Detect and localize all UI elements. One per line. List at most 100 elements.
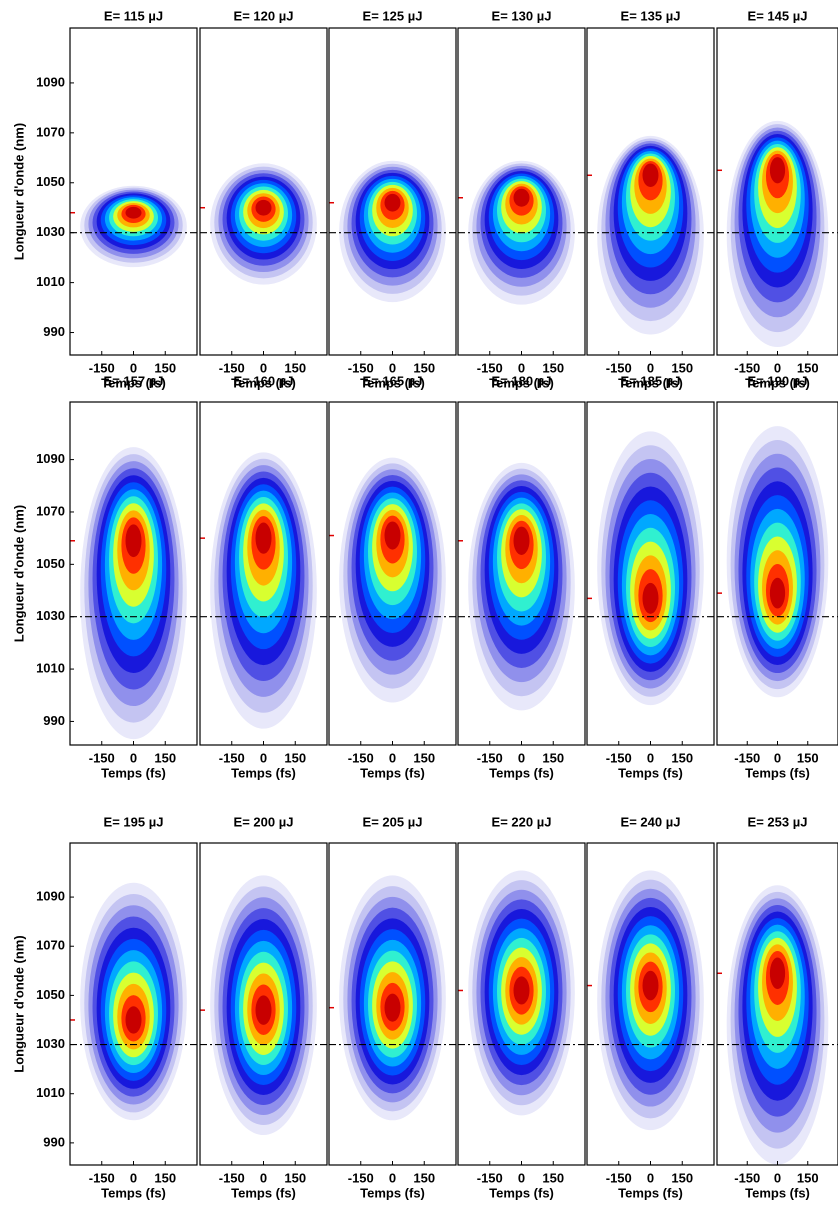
y-tick-label: 1090 xyxy=(36,451,65,466)
y-tick-label: 1050 xyxy=(36,987,65,1002)
x-axis-label: Temps (fs) xyxy=(231,375,296,390)
intensity-level xyxy=(384,993,401,1022)
x-tick-label: 150 xyxy=(154,750,176,765)
x-tick-label: -150 xyxy=(477,360,503,375)
x-tick-label: 150 xyxy=(542,1170,564,1185)
panel-title: E= 240 µJ xyxy=(621,814,681,829)
intensity-level xyxy=(125,524,142,558)
heatmap xyxy=(726,120,829,348)
panel-title: E= 190 µJ xyxy=(748,373,808,388)
intensity-level xyxy=(769,157,786,184)
y-tick-label: 1090 xyxy=(36,889,65,904)
panel-title: E= 125 µJ xyxy=(363,8,423,23)
y-axis-label: Longueur d'onde (nm) xyxy=(11,123,26,260)
x-tick-label: -150 xyxy=(348,360,374,375)
panel-title: E= 220 µJ xyxy=(492,814,552,829)
x-axis-label: Temps (fs) xyxy=(745,765,810,780)
x-tick-label: -150 xyxy=(734,750,760,765)
x-tick-label: -150 xyxy=(477,750,503,765)
panel-title: E= 130 µJ xyxy=(492,8,552,23)
y-tick-label: 990 xyxy=(43,324,65,339)
x-tick-label: 0 xyxy=(518,360,525,375)
x-axis-label: Temps (fs) xyxy=(618,375,683,390)
heatmap xyxy=(726,426,829,698)
x-tick-label: 0 xyxy=(389,360,396,375)
heatmap xyxy=(597,135,704,335)
x-tick-label: 0 xyxy=(647,360,654,375)
panel-title: E= 165 µJ xyxy=(363,373,423,388)
heatmap xyxy=(80,447,187,740)
x-tick-label: 150 xyxy=(284,1170,306,1185)
x-tick-label: -150 xyxy=(606,750,632,765)
heatmap xyxy=(468,870,575,1116)
y-tick-label: 1030 xyxy=(36,608,65,623)
x-axis-label: Temps (fs) xyxy=(360,375,425,390)
y-tick-label: 1070 xyxy=(36,503,65,518)
x-tick-label: 150 xyxy=(542,750,564,765)
intensity-level xyxy=(642,163,659,188)
x-tick-label: -150 xyxy=(606,1170,632,1185)
x-axis-label: Temps (fs) xyxy=(618,1185,683,1200)
y-axis-label: Longueur d'onde (nm) xyxy=(11,505,26,642)
y-tick-label: 990 xyxy=(43,1134,65,1149)
x-tick-label: 150 xyxy=(284,750,306,765)
x-tick-label: 0 xyxy=(647,1170,654,1185)
x-tick-label: 150 xyxy=(154,360,176,375)
heatmap xyxy=(210,452,317,729)
intensity-level xyxy=(125,206,142,219)
heatmap xyxy=(339,160,446,303)
heatmap xyxy=(210,875,317,1136)
x-tick-label: 150 xyxy=(154,1170,176,1185)
x-tick-label: 0 xyxy=(130,360,137,375)
x-tick-label: -150 xyxy=(734,360,760,375)
x-axis-label: Temps (fs) xyxy=(360,765,425,780)
x-axis-label: Temps (fs) xyxy=(101,765,166,780)
x-tick-label: 0 xyxy=(130,750,137,765)
x-tick-label: 150 xyxy=(797,1170,819,1185)
y-tick-label: 990 xyxy=(43,713,65,728)
intensity-level xyxy=(769,957,786,990)
x-tick-label: 0 xyxy=(518,1170,525,1185)
y-tick-label: 1050 xyxy=(36,174,65,189)
y-tick-label: 1010 xyxy=(36,274,65,289)
x-tick-label: 0 xyxy=(389,750,396,765)
intensity-level xyxy=(513,976,530,1005)
intensity-level xyxy=(255,995,272,1025)
y-tick-label: 1090 xyxy=(36,74,65,89)
x-tick-label: 0 xyxy=(260,360,267,375)
x-tick-label: 0 xyxy=(130,1170,137,1185)
x-axis-label: Temps (fs) xyxy=(231,765,296,780)
x-tick-label: 0 xyxy=(389,1170,396,1185)
panel-title: E= 195 µJ xyxy=(104,814,164,829)
x-axis-label: Temps (fs) xyxy=(231,1185,296,1200)
panel-title: E= 115 µJ xyxy=(104,8,163,23)
x-tick-label: -150 xyxy=(348,750,374,765)
x-axis-label: Temps (fs) xyxy=(489,765,554,780)
panel-title: E= 120 µJ xyxy=(234,8,294,23)
panel-title: E= 160 µJ xyxy=(234,373,294,388)
x-tick-label: -150 xyxy=(348,1170,374,1185)
x-tick-label: 150 xyxy=(671,360,693,375)
intensity-level xyxy=(642,970,659,1001)
y-tick-label: 1070 xyxy=(36,938,65,953)
heatmap xyxy=(210,163,317,285)
x-axis-label: Temps (fs) xyxy=(618,765,683,780)
y-tick-label: 1030 xyxy=(36,1036,65,1051)
intensity-level xyxy=(384,521,401,550)
x-tick-label: 150 xyxy=(797,360,819,375)
x-tick-label: -150 xyxy=(606,360,632,375)
panel-title: E= 145 µJ xyxy=(748,8,808,23)
heatmap xyxy=(726,885,829,1165)
panel-title: E= 205 µJ xyxy=(363,814,423,829)
